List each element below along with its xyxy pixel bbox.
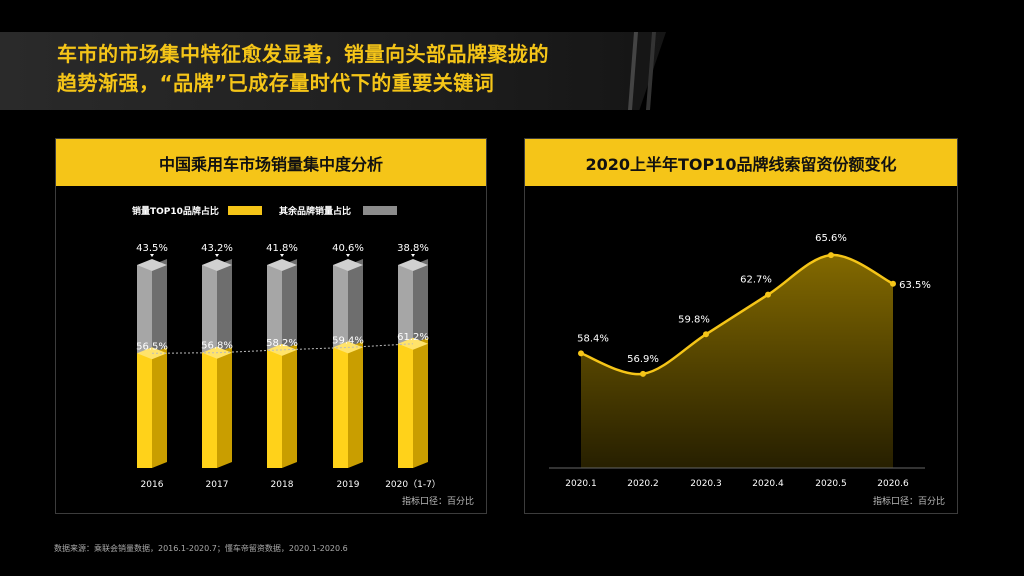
- x-tick-label: 2017: [206, 480, 229, 490]
- x-tick-label: 2018: [271, 480, 294, 490]
- data-label: 56.9%: [627, 354, 659, 365]
- bar-rest-side: [413, 259, 428, 344]
- bar-rest-top: [398, 259, 428, 271]
- bar-rest-side: [217, 259, 232, 353]
- bar-rest-label: 43.5%: [136, 243, 168, 254]
- bar-rest-front: [202, 265, 217, 353]
- headline-line-1: 车市的市场集中特征愈发显著，销量向头部品牌聚拢的: [57, 42, 549, 66]
- x-tick-label: 2020.1: [565, 479, 597, 489]
- headline: 车市的市场集中特征愈发显著，销量向头部品牌聚拢的 趋势渐强，“品牌”已成存量时代…: [57, 40, 549, 98]
- bar-rest-front: [333, 265, 348, 348]
- x-tick-label: 2016: [141, 480, 164, 490]
- bar-top10-side: [152, 347, 167, 468]
- bar-rest-front: [398, 265, 413, 344]
- data-point: [578, 350, 584, 357]
- data-point: [640, 370, 646, 377]
- bar-top10-label: 56.8%: [201, 341, 233, 352]
- data-point: [828, 252, 834, 259]
- bar-rest-label: 40.6%: [332, 243, 364, 254]
- legend-swatch-rest: [363, 206, 397, 215]
- bar-rest-front: [267, 265, 282, 350]
- bar-rest-top: [333, 259, 363, 271]
- bar-rest-label: 38.8%: [397, 243, 429, 254]
- bar-top10-front: [202, 352, 217, 468]
- bar-top10-side: [413, 337, 428, 468]
- bar-rest-label-marker: [346, 254, 350, 257]
- data-point: [890, 280, 896, 287]
- legend-label-rest: 其余品牌销量占比: [279, 205, 351, 217]
- lead-share-area-chart: 58.4% 2020.1 56.9% 2020.2 59.8% 2020.3 62.7% 20…: [549, 233, 931, 489]
- left-unit-note: 指标口径：百分比: [401, 497, 474, 507]
- lead-share-panel-title: 2020上半年TOP10品牌线索留资份额变化: [525, 139, 957, 186]
- headline-band-stripe: [646, 32, 656, 110]
- headline-band-stripe: [628, 32, 638, 110]
- data-label: 58.4%: [577, 333, 609, 344]
- legend-label-top10: 销量TOP10品牌占比: [132, 205, 219, 217]
- bar-rest-top: [267, 259, 297, 271]
- data-label: 65.6%: [815, 233, 847, 244]
- bar-top10-side: [217, 346, 232, 468]
- bar-group: 43.2% 56.8% 2017: [201, 243, 233, 490]
- bar-rest-label-marker: [215, 254, 219, 257]
- right-unit-note: 指标口径：百分比: [872, 497, 945, 507]
- bar-top10-front: [333, 347, 348, 468]
- x-tick-label: 2020.6: [877, 479, 909, 489]
- bar-rest-label: 41.8%: [266, 243, 298, 254]
- concentration-panel: 中国乘用车市场销量集中度分析 销量TOP10品牌占比 其余品牌销量占比 43.5% 5…: [55, 138, 487, 514]
- x-tick-label: 2020（1-7）: [385, 479, 441, 490]
- lead-share-panel: 2020上半年TOP10品牌线索留资份额变化 58.4% 2020.1 56.9% 2…: [524, 138, 958, 514]
- bar-group: 38.8% 61.2% 2020（1-7）: [385, 243, 441, 490]
- bar-top10-front: [137, 353, 152, 468]
- bar-rest-front: [137, 265, 152, 354]
- footnote: 数据来源：乘联会销量数据，2016.1-2020.7；懂车帝留资数据，2020.…: [54, 544, 348, 553]
- legend-swatch-top10: [228, 206, 262, 215]
- x-tick-label: 2020.4: [752, 479, 784, 489]
- bar-top10-label: 56.5%: [136, 341, 168, 352]
- x-tick-label: 2020.2: [627, 479, 659, 489]
- bar-top10-label: 58.2%: [266, 338, 298, 349]
- chart-legend: 销量TOP10品牌占比 其余品牌销量占比: [132, 205, 397, 217]
- bar-top10-side: [348, 341, 363, 468]
- top10-trend-line: [151, 343, 414, 354]
- data-label: 62.7%: [740, 275, 772, 286]
- bar-group: 41.8% 58.2% 2018: [266, 243, 298, 490]
- bar-rest-label-marker: [280, 254, 284, 257]
- bar-rest-top: [137, 259, 167, 271]
- area-fill: [581, 255, 893, 468]
- bar-top10-side: [282, 343, 297, 468]
- bar-group: 40.6% 59.4% 2019: [332, 243, 364, 490]
- x-tick-label: 2019: [337, 480, 360, 490]
- x-tick-label: 2020.3: [690, 479, 722, 489]
- headline-line-2: 趋势渐强，“品牌”已成存量时代下的重要关键词: [57, 71, 495, 95]
- bar-rest-side: [152, 259, 167, 354]
- concentration-panel-title: 中国乘用车市场销量集中度分析: [56, 139, 486, 186]
- bar-group: 43.5% 56.5% 2016: [136, 243, 168, 490]
- bar-top10-label: 59.4%: [332, 335, 364, 346]
- data-point: [703, 331, 709, 338]
- data-label: 59.8%: [678, 314, 710, 325]
- bar-rest-label: 43.2%: [201, 243, 233, 254]
- headline-band: [0, 32, 666, 110]
- x-tick-label: 2020.5: [815, 479, 847, 489]
- bar-rest-side: [282, 259, 297, 350]
- area-line: [580, 253, 894, 376]
- bar-rest-label-marker: [411, 254, 415, 257]
- data-point: [765, 291, 771, 298]
- bar-top10-label: 61.2%: [397, 332, 429, 343]
- bar-rest-side: [348, 259, 363, 348]
- bar-rest-top: [202, 259, 232, 271]
- concentration-bar-chart: 销量TOP10品牌占比 其余品牌销量占比 43.5% 56.5% 2016 43.2% 56…: [132, 205, 441, 490]
- bar-top10-front: [398, 343, 413, 468]
- bar-top10-front: [267, 349, 282, 468]
- data-label: 63.5%: [899, 280, 931, 291]
- bar-top10-top: [267, 343, 297, 356]
- bar-rest-label-marker: [150, 254, 154, 257]
